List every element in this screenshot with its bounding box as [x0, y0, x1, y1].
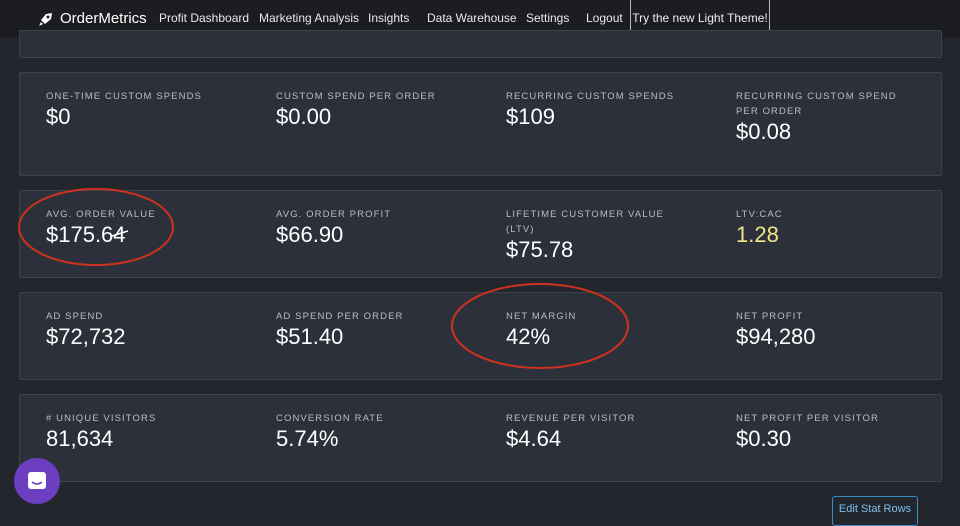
stat-row: AD SPEND $72,732 AD SPEND PER ORDER $51.40 N… — [19, 292, 942, 380]
stat-label: RECURRING CUSTOM SPEND PER ORDER — [736, 91, 897, 117]
stat-value: $4.64 — [506, 426, 562, 451]
nav-link[interactable]: Data Warehouse — [427, 11, 517, 25]
nav-link[interactable]: Insights — [368, 11, 410, 25]
stat-value: $66.90 — [276, 222, 344, 247]
brand[interactable]: OrderMetrics — [60, 10, 147, 27]
panel-partial — [19, 30, 942, 58]
stat-value: $0 — [46, 104, 71, 129]
stat-label: NET MARGIN — [506, 311, 577, 322]
stat-value: $51.40 — [276, 324, 344, 349]
stat-value: $109 — [506, 104, 555, 129]
nav-link[interactable]: Settings — [526, 11, 570, 25]
stat-label: AD SPEND PER ORDER — [276, 311, 404, 322]
stat-label: NET PROFIT — [736, 311, 804, 322]
nav-link[interactable]: Marketing Analysis — [259, 11, 360, 25]
stat-value: $94,280 — [736, 324, 816, 349]
nav-link[interactable]: Profit Dashboard — [159, 11, 250, 25]
stat-label: AD SPEND — [46, 311, 104, 322]
stat-row: AVG. ORDER VALUE $175.64 AVG. ORDER PROFIT… — [19, 190, 942, 278]
logo-icon — [39, 13, 52, 26]
edit-stat-rows-button[interactable]: Edit Stat Rows — [832, 496, 918, 526]
stat-value: 81,634 — [46, 426, 114, 451]
stat-label: ONE-TIME CUSTOM SPENDS — [46, 91, 202, 102]
stat-value: $0.30 — [736, 426, 792, 451]
stat-value: 5.74% — [276, 426, 339, 451]
stat-row: ONE-TIME CUSTOM SPENDS $0 CUSTOM SPEND PER… — [19, 72, 942, 176]
nav-link[interactable]: Logout — [586, 11, 623, 25]
stat-label: NET PROFIT PER VISITOR — [736, 413, 879, 424]
stat-value: 42% — [506, 324, 551, 349]
stat-value: $0.08 — [736, 119, 792, 144]
stat-label: REVENUE PER VISITOR — [506, 413, 636, 424]
stat-label: AVG. ORDER PROFIT — [276, 209, 392, 220]
stat-row: # UNIQUE VISITORS 81,634 CONVERSION RATE 5.… — [19, 394, 942, 482]
stat-value: $0.00 — [276, 104, 332, 129]
stat-value: $175.64 — [46, 222, 126, 247]
stat-value: $75.78 — [506, 237, 574, 262]
stat-label: CUSTOM SPEND PER ORDER — [276, 91, 436, 102]
stat-label: AVG. ORDER VALUE — [46, 209, 156, 220]
stat-label: LTV:CAC — [736, 209, 783, 220]
stat-label: RECURRING CUSTOM SPENDS — [506, 91, 675, 102]
stat-value: 1.28 — [736, 222, 779, 247]
chat-button[interactable] — [14, 458, 60, 504]
stat-label: CONVERSION RATE — [276, 413, 384, 424]
stat-value: $72,732 — [46, 324, 126, 349]
stat-label: # UNIQUE VISITORS — [46, 413, 157, 424]
stat-label: LIFETIME CUSTOMER VALUE (LTV) — [506, 209, 664, 235]
